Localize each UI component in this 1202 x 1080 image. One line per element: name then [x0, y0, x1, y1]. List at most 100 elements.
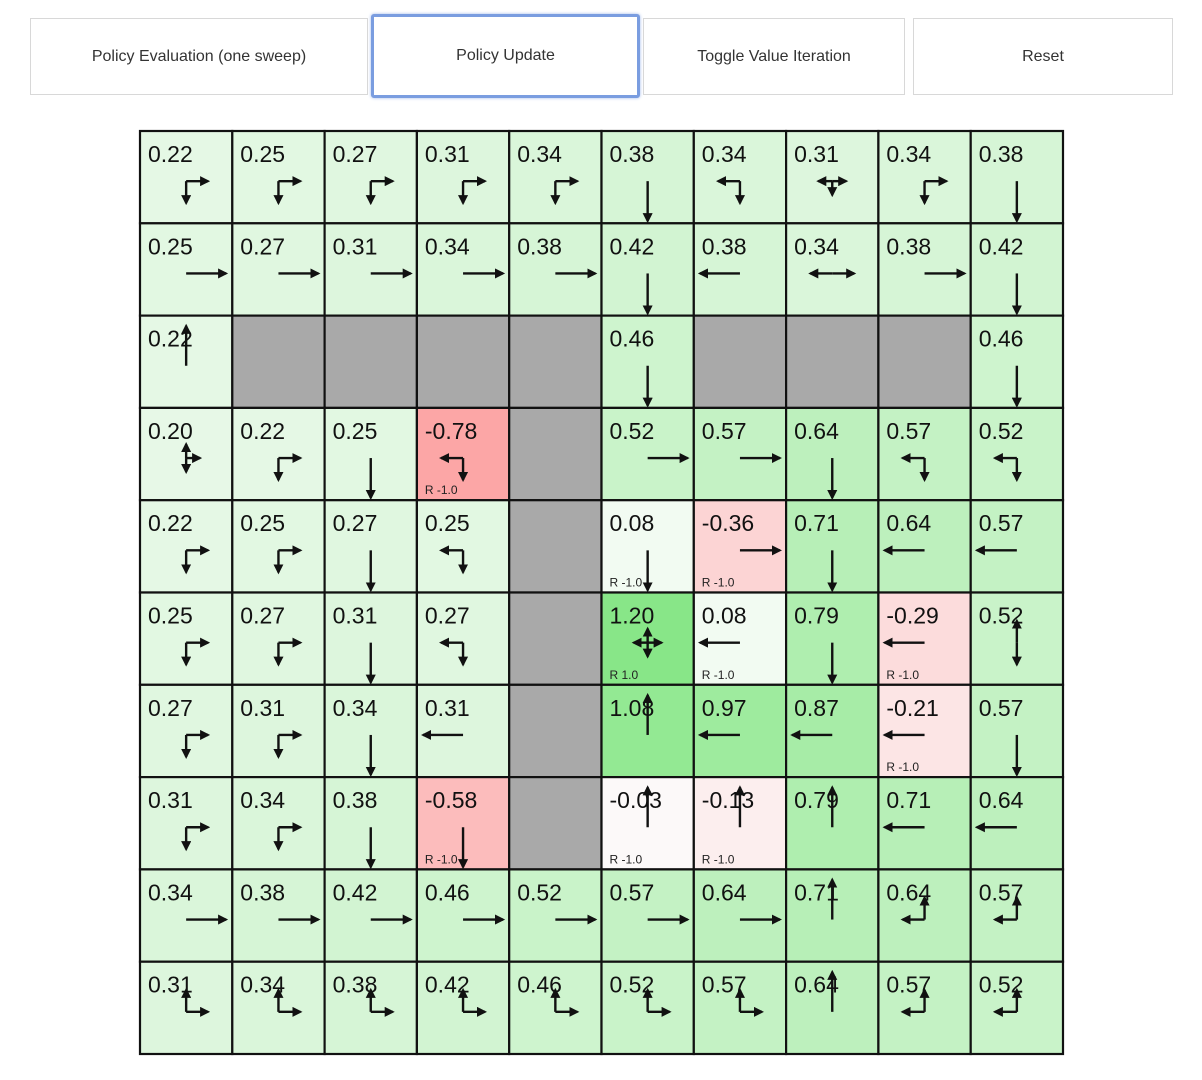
wall-cell[interactable]	[323, 314, 419, 410]
grid-cell[interactable]: 0.27	[138, 683, 234, 779]
grid-cell[interactable]: 0.22	[231, 406, 326, 502]
grid-cell[interactable]: 0.20	[138, 406, 234, 502]
grid-cell[interactable]: 0.42	[600, 222, 695, 317]
grid-cell[interactable]: 0.52	[969, 406, 1065, 502]
grid-cell[interactable]: 0.08 R -1.0	[600, 499, 695, 594]
grid-cell[interactable]: 0.57	[692, 406, 788, 502]
grid-cell[interactable]: 0.38	[600, 129, 695, 225]
grid-cell[interactable]: 0.64	[877, 868, 972, 963]
reset-button[interactable]: Reset	[913, 18, 1173, 95]
wall-cell[interactable]	[415, 314, 511, 410]
grid-cell[interactable]: 0.64	[784, 960, 880, 1056]
grid-cell[interactable]: 0.71	[784, 868, 880, 963]
toggle-value-iteration-button[interactable]: Toggle Value Iteration	[643, 18, 905, 95]
grid-cell[interactable]: 0.27	[415, 591, 511, 686]
grid-cell[interactable]: 0.25	[231, 129, 326, 225]
grid-cell[interactable]: 0.64	[692, 868, 788, 963]
grid-cell[interactable]: 0.52	[969, 960, 1065, 1056]
grid-cell[interactable]: 0.34	[231, 775, 326, 871]
wall-cell[interactable]	[784, 314, 880, 410]
grid-cell[interactable]: 0.08 R -1.0	[692, 591, 788, 686]
grid-cell[interactable]: 0.38	[231, 868, 326, 963]
grid-cell[interactable]: 0.38	[323, 960, 419, 1056]
grid-cell[interactable]: 0.31	[323, 591, 419, 686]
grid-cell[interactable]: 0.57	[969, 868, 1065, 963]
grid-cell[interactable]: 0.57	[969, 499, 1065, 594]
grid-cell[interactable]: 0.27	[323, 129, 419, 225]
grid-cell[interactable]: 0.38	[508, 222, 603, 317]
grid-cell[interactable]: 0.34	[784, 222, 880, 317]
grid-cell[interactable]: 0.22	[138, 499, 234, 594]
grid-cell[interactable]: -0.21 R -1.0	[877, 683, 972, 779]
grid-cell[interactable]: 0.57	[600, 868, 695, 963]
grid-cell[interactable]: 0.46	[508, 960, 603, 1056]
grid-cell[interactable]: 0.79	[784, 591, 880, 686]
grid-cell[interactable]: 0.57	[692, 960, 788, 1056]
grid-cell[interactable]: 0.46	[415, 868, 511, 963]
grid-cell[interactable]: 0.22	[138, 314, 234, 410]
grid-cell[interactable]: 0.27	[231, 222, 326, 317]
wall-cell[interactable]	[508, 683, 603, 779]
grid-cell[interactable]: 0.25	[323, 406, 419, 502]
grid-cell[interactable]: 0.22	[138, 129, 234, 225]
grid-cell[interactable]: 0.34	[323, 683, 419, 779]
grid-cell[interactable]: 0.46	[969, 314, 1065, 410]
grid-cell[interactable]: 0.31	[231, 683, 326, 779]
grid-cell[interactable]: 0.64	[784, 406, 880, 502]
grid-cell[interactable]: 0.34	[692, 129, 788, 225]
grid-cell[interactable]: 0.87	[784, 683, 880, 779]
grid-cell[interactable]: 0.52	[600, 960, 695, 1056]
grid-cell[interactable]: -0.29 R -1.0	[877, 591, 972, 686]
wall-cell[interactable]	[692, 314, 788, 410]
grid-cell[interactable]: 0.64	[969, 775, 1065, 871]
grid-cell[interactable]: 1.08	[600, 683, 695, 779]
grid-cell[interactable]: 0.31	[784, 129, 880, 225]
wall-cell[interactable]	[508, 591, 603, 686]
grid-cell[interactable]: 0.52	[600, 406, 695, 502]
grid-cell[interactable]: 0.57	[877, 960, 972, 1056]
grid-cell[interactable]: 0.57	[877, 406, 972, 502]
grid-cell[interactable]: 0.71	[784, 499, 880, 594]
grid-cell[interactable]: 0.27	[231, 591, 326, 686]
grid-cell[interactable]: 0.38	[877, 222, 972, 317]
grid-cell[interactable]: 0.64	[877, 499, 972, 594]
grid-cell[interactable]: 0.42	[323, 868, 419, 963]
grid-cell[interactable]: 0.38	[969, 129, 1065, 225]
grid-cell[interactable]: 0.25	[138, 222, 234, 317]
grid-cell[interactable]: 0.34	[415, 222, 511, 317]
grid-cell[interactable]: 0.38	[692, 222, 788, 317]
wall-cell[interactable]	[508, 499, 603, 594]
grid-cell[interactable]: 0.52	[508, 868, 603, 963]
grid-cell[interactable]: 0.34	[877, 129, 972, 225]
grid-cell[interactable]: -0.13 R -1.0	[692, 775, 788, 871]
grid-cell[interactable]: 0.31	[415, 683, 511, 779]
grid-cell[interactable]: 0.46	[600, 314, 695, 410]
grid-cell[interactable]: 0.97	[692, 683, 788, 779]
wall-cell[interactable]	[877, 314, 972, 410]
grid-cell[interactable]: 0.27	[323, 499, 419, 594]
grid-cell[interactable]: -0.78 R -1.0	[415, 406, 511, 502]
policy-evaluation-button[interactable]: Policy Evaluation (one sweep)	[30, 18, 368, 95]
wall-cell[interactable]	[508, 314, 603, 410]
grid-cell[interactable]: 0.31	[415, 129, 511, 225]
grid-cell[interactable]: 0.25	[231, 499, 326, 594]
grid-cell[interactable]: 0.79	[784, 775, 880, 871]
grid-cell[interactable]: -0.03 R -1.0	[600, 775, 695, 871]
wall-cell[interactable]	[508, 775, 603, 871]
grid-cell[interactable]: -0.36 R -1.0	[692, 499, 788, 594]
wall-cell[interactable]	[508, 406, 603, 502]
grid-cell[interactable]: 0.34	[231, 960, 326, 1056]
grid-cell[interactable]: -0.58 R -1.0	[415, 775, 511, 871]
grid-cell[interactable]: 0.25	[415, 499, 511, 594]
grid-cell[interactable]: 0.34	[138, 868, 234, 963]
grid-cell[interactable]: 1.20 R 1.0	[600, 591, 695, 686]
grid-cell[interactable]: 0.31	[138, 960, 234, 1056]
grid-cell[interactable]: 0.34	[508, 129, 603, 225]
grid-cell[interactable]: 0.42	[415, 960, 511, 1056]
grid-cell[interactable]: 0.31	[138, 775, 234, 871]
policy-update-button[interactable]: Policy Update	[371, 14, 640, 98]
grid-cell[interactable]: 0.52	[969, 591, 1065, 686]
grid-cell[interactable]: 0.57	[969, 683, 1065, 779]
grid-cell[interactable]: 0.31	[323, 222, 419, 317]
grid-cell[interactable]: 0.25	[138, 591, 234, 686]
